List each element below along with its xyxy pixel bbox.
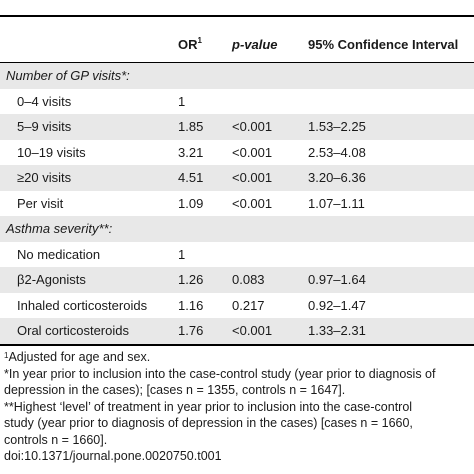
cell-or: 1.76 bbox=[178, 318, 232, 345]
footnotes: 1Adjusted for age and sex. *In year prio… bbox=[4, 349, 474, 465]
table-row: Number of GP visits*: bbox=[0, 62, 474, 89]
doi-text: doi:10.1371/journal.pone.0020750.t001 bbox=[4, 449, 222, 463]
table-header: OR1 p-value 95% Confidence Interval bbox=[0, 27, 474, 63]
cell-p bbox=[232, 88, 308, 114]
footnote-double-star-line: controls n = 1660]. bbox=[4, 432, 108, 447]
row-label: 0–4 visits bbox=[0, 88, 178, 114]
header-p-value: p-value bbox=[232, 27, 308, 63]
cell-or: 1.16 bbox=[178, 292, 232, 318]
cell-or: 4.51 bbox=[178, 165, 232, 191]
table-row: 10–19 visits 3.21 <0.001 2.53–4.08 bbox=[0, 139, 474, 165]
footnote-star-line: depression in the cases); [cases n = 135… bbox=[4, 383, 346, 397]
table-row: ≥20 visits 4.51 <0.001 3.20–6.36 bbox=[0, 165, 474, 191]
row-label: ≥20 visits bbox=[0, 165, 178, 191]
header-or-sup: 1 bbox=[197, 36, 202, 45]
row-label: β2-Agonists bbox=[0, 267, 178, 293]
header-ci: 95% Confidence Interval bbox=[308, 27, 474, 63]
cell-p: <0.001 bbox=[232, 165, 308, 191]
cell-or: 1.26 bbox=[178, 267, 232, 293]
table-row: No medication 1 bbox=[0, 241, 474, 267]
cell-ci: 1.53–2.25 bbox=[308, 114, 474, 140]
table-row: 5–9 visits 1.85 <0.001 1.53–2.25 bbox=[0, 114, 474, 140]
cell-ci: 1.07–1.11 bbox=[308, 190, 474, 216]
cell-or: 1 bbox=[178, 88, 232, 114]
cell-ci: 0.97–1.64 bbox=[308, 267, 474, 293]
section-label: Number of GP visits*: bbox=[0, 62, 474, 89]
cell-or: 1.09 bbox=[178, 190, 232, 216]
cell-p: 0.083 bbox=[232, 267, 308, 293]
cell-ci: 1.33–2.31 bbox=[308, 318, 474, 345]
table-row: Asthma severity**: bbox=[0, 216, 474, 242]
cell-or: 1.85 bbox=[178, 114, 232, 140]
footnote-double-star-line: **Highest ‘level’ of treatment in year p… bbox=[4, 399, 413, 414]
table-row: 0–4 visits 1 bbox=[0, 88, 474, 114]
table-row: Oral corticosteroids 1.76 <0.001 1.33–2.… bbox=[0, 318, 474, 345]
cell-ci bbox=[308, 88, 474, 114]
cell-p: <0.001 bbox=[232, 318, 308, 345]
cell-p: 0.217 bbox=[232, 292, 308, 318]
table-row: Per visit 1.09 <0.001 1.07–1.11 bbox=[0, 190, 474, 216]
results-table: OR1 p-value 95% Confidence Interval Numb… bbox=[0, 27, 474, 346]
cell-or: 1 bbox=[178, 241, 232, 267]
header-label bbox=[0, 27, 178, 63]
row-label: No medication bbox=[0, 241, 178, 267]
cell-p: <0.001 bbox=[232, 190, 308, 216]
footnote-adjusted: 1Adjusted for age and sex. bbox=[4, 350, 151, 364]
footnote-sup: 1 bbox=[4, 351, 9, 360]
cell-p: <0.001 bbox=[232, 139, 308, 165]
row-label: Oral corticosteroids bbox=[0, 318, 178, 345]
row-label: Inhaled corticosteroids bbox=[0, 292, 178, 318]
section-label: Asthma severity**: bbox=[0, 216, 474, 242]
cell-p bbox=[232, 241, 308, 267]
cell-ci bbox=[308, 241, 474, 267]
row-label: 5–9 visits bbox=[0, 114, 178, 140]
footnote-double-star-line: study (year prior to diagnosis of depres… bbox=[4, 416, 413, 430]
table-body: Number of GP visits*: 0–4 visits 1 5–9 v… bbox=[0, 62, 474, 345]
table-row: Inhaled corticosteroids 1.16 0.217 0.92–… bbox=[0, 292, 474, 318]
top-rule bbox=[0, 0, 474, 17]
header-or: OR1 bbox=[178, 27, 232, 63]
row-label: Per visit bbox=[0, 190, 178, 216]
table-row: β2-Agonists 1.26 0.083 0.97–1.64 bbox=[0, 267, 474, 293]
cell-ci: 3.20–6.36 bbox=[308, 165, 474, 191]
cell-p: <0.001 bbox=[232, 114, 308, 140]
row-label: 10–19 visits bbox=[0, 139, 178, 165]
cell-or: 3.21 bbox=[178, 139, 232, 165]
cell-ci: 2.53–4.08 bbox=[308, 139, 474, 165]
footnote-star-line: *In year prior to inclusion into the cas… bbox=[4, 366, 436, 381]
cell-ci: 0.92–1.47 bbox=[308, 292, 474, 318]
